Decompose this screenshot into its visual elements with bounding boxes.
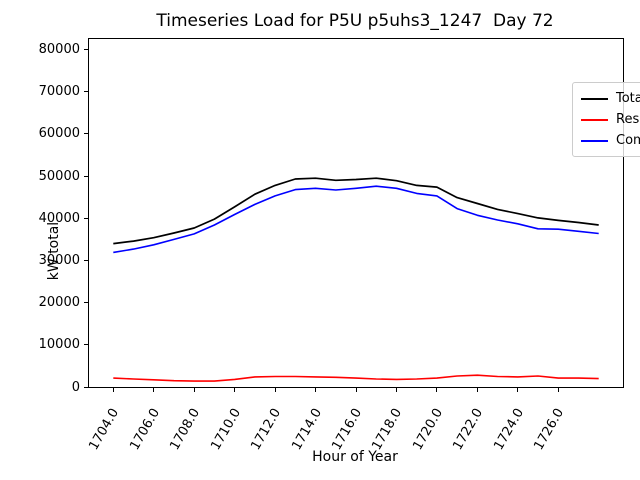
legend-item-total: Total: [581, 88, 640, 109]
y-tick-label: 0: [71, 379, 80, 395]
legend-item-residential: Residential: [581, 109, 640, 130]
x-tick-mark: [476, 388, 478, 392]
series-line-total: [113, 177, 599, 245]
x-tick-mark: [274, 388, 276, 392]
y-tick-label: 30000: [38, 252, 80, 268]
x-tick-mark: [112, 388, 114, 392]
x-tick-mark: [234, 388, 236, 392]
chart-svg: [113, 177, 599, 382]
y-tick-label: 20000: [38, 295, 80, 311]
x-tick-mark: [395, 388, 397, 392]
x-tick-mark: [153, 388, 155, 392]
legend-item-commercial: Commercial: [581, 130, 640, 151]
legend-line-sample: [581, 118, 608, 121]
series-line-commercial: [113, 185, 599, 254]
x-axis-label: Hour of Year: [312, 449, 398, 465]
y-tick-mark: [84, 344, 88, 346]
x-tick-mark: [315, 388, 317, 392]
y-tick-mark: [84, 133, 88, 135]
legend-item-label: Residential: [616, 112, 640, 127]
y-tick-mark: [84, 302, 88, 304]
y-tick-mark: [84, 49, 88, 51]
y-tick-label: 70000: [38, 84, 80, 100]
plot-area: kW total 0 10000 20000 30000 40000 50000 60000…: [39, 38, 640, 453]
legend-line-sample: [581, 97, 608, 100]
y-tick-mark: [84, 175, 88, 177]
y-tick-mark: [84, 217, 88, 219]
legend-item-label: Commercial: [616, 133, 640, 148]
y-tick-label: 10000: [38, 337, 80, 353]
legend-line-sample: [581, 139, 608, 142]
y-tick-mark: [84, 386, 88, 388]
y-tick-label: 60000: [38, 126, 80, 142]
y-tick-label: 50000: [38, 168, 80, 184]
x-tick-mark: [355, 388, 357, 392]
x-tick-mark: [436, 388, 438, 392]
x-tick-mark: [193, 388, 195, 392]
y-tick-label: 80000: [38, 42, 80, 58]
chart-title: Timeseries Load for P5U p5uhs3_1247 Day …: [156, 11, 554, 31]
legend: Total Residential Commercial: [572, 82, 640, 157]
series-line-residential: [113, 374, 599, 382]
y-tick-mark: [84, 91, 88, 93]
x-tick-mark: [557, 388, 559, 392]
y-tick-label: 40000: [38, 210, 80, 226]
legend-item-label: Total: [616, 91, 640, 106]
y-tick-mark: [84, 259, 88, 261]
x-tick-mark: [517, 388, 519, 392]
y-axis-label: kW total: [46, 221, 62, 281]
